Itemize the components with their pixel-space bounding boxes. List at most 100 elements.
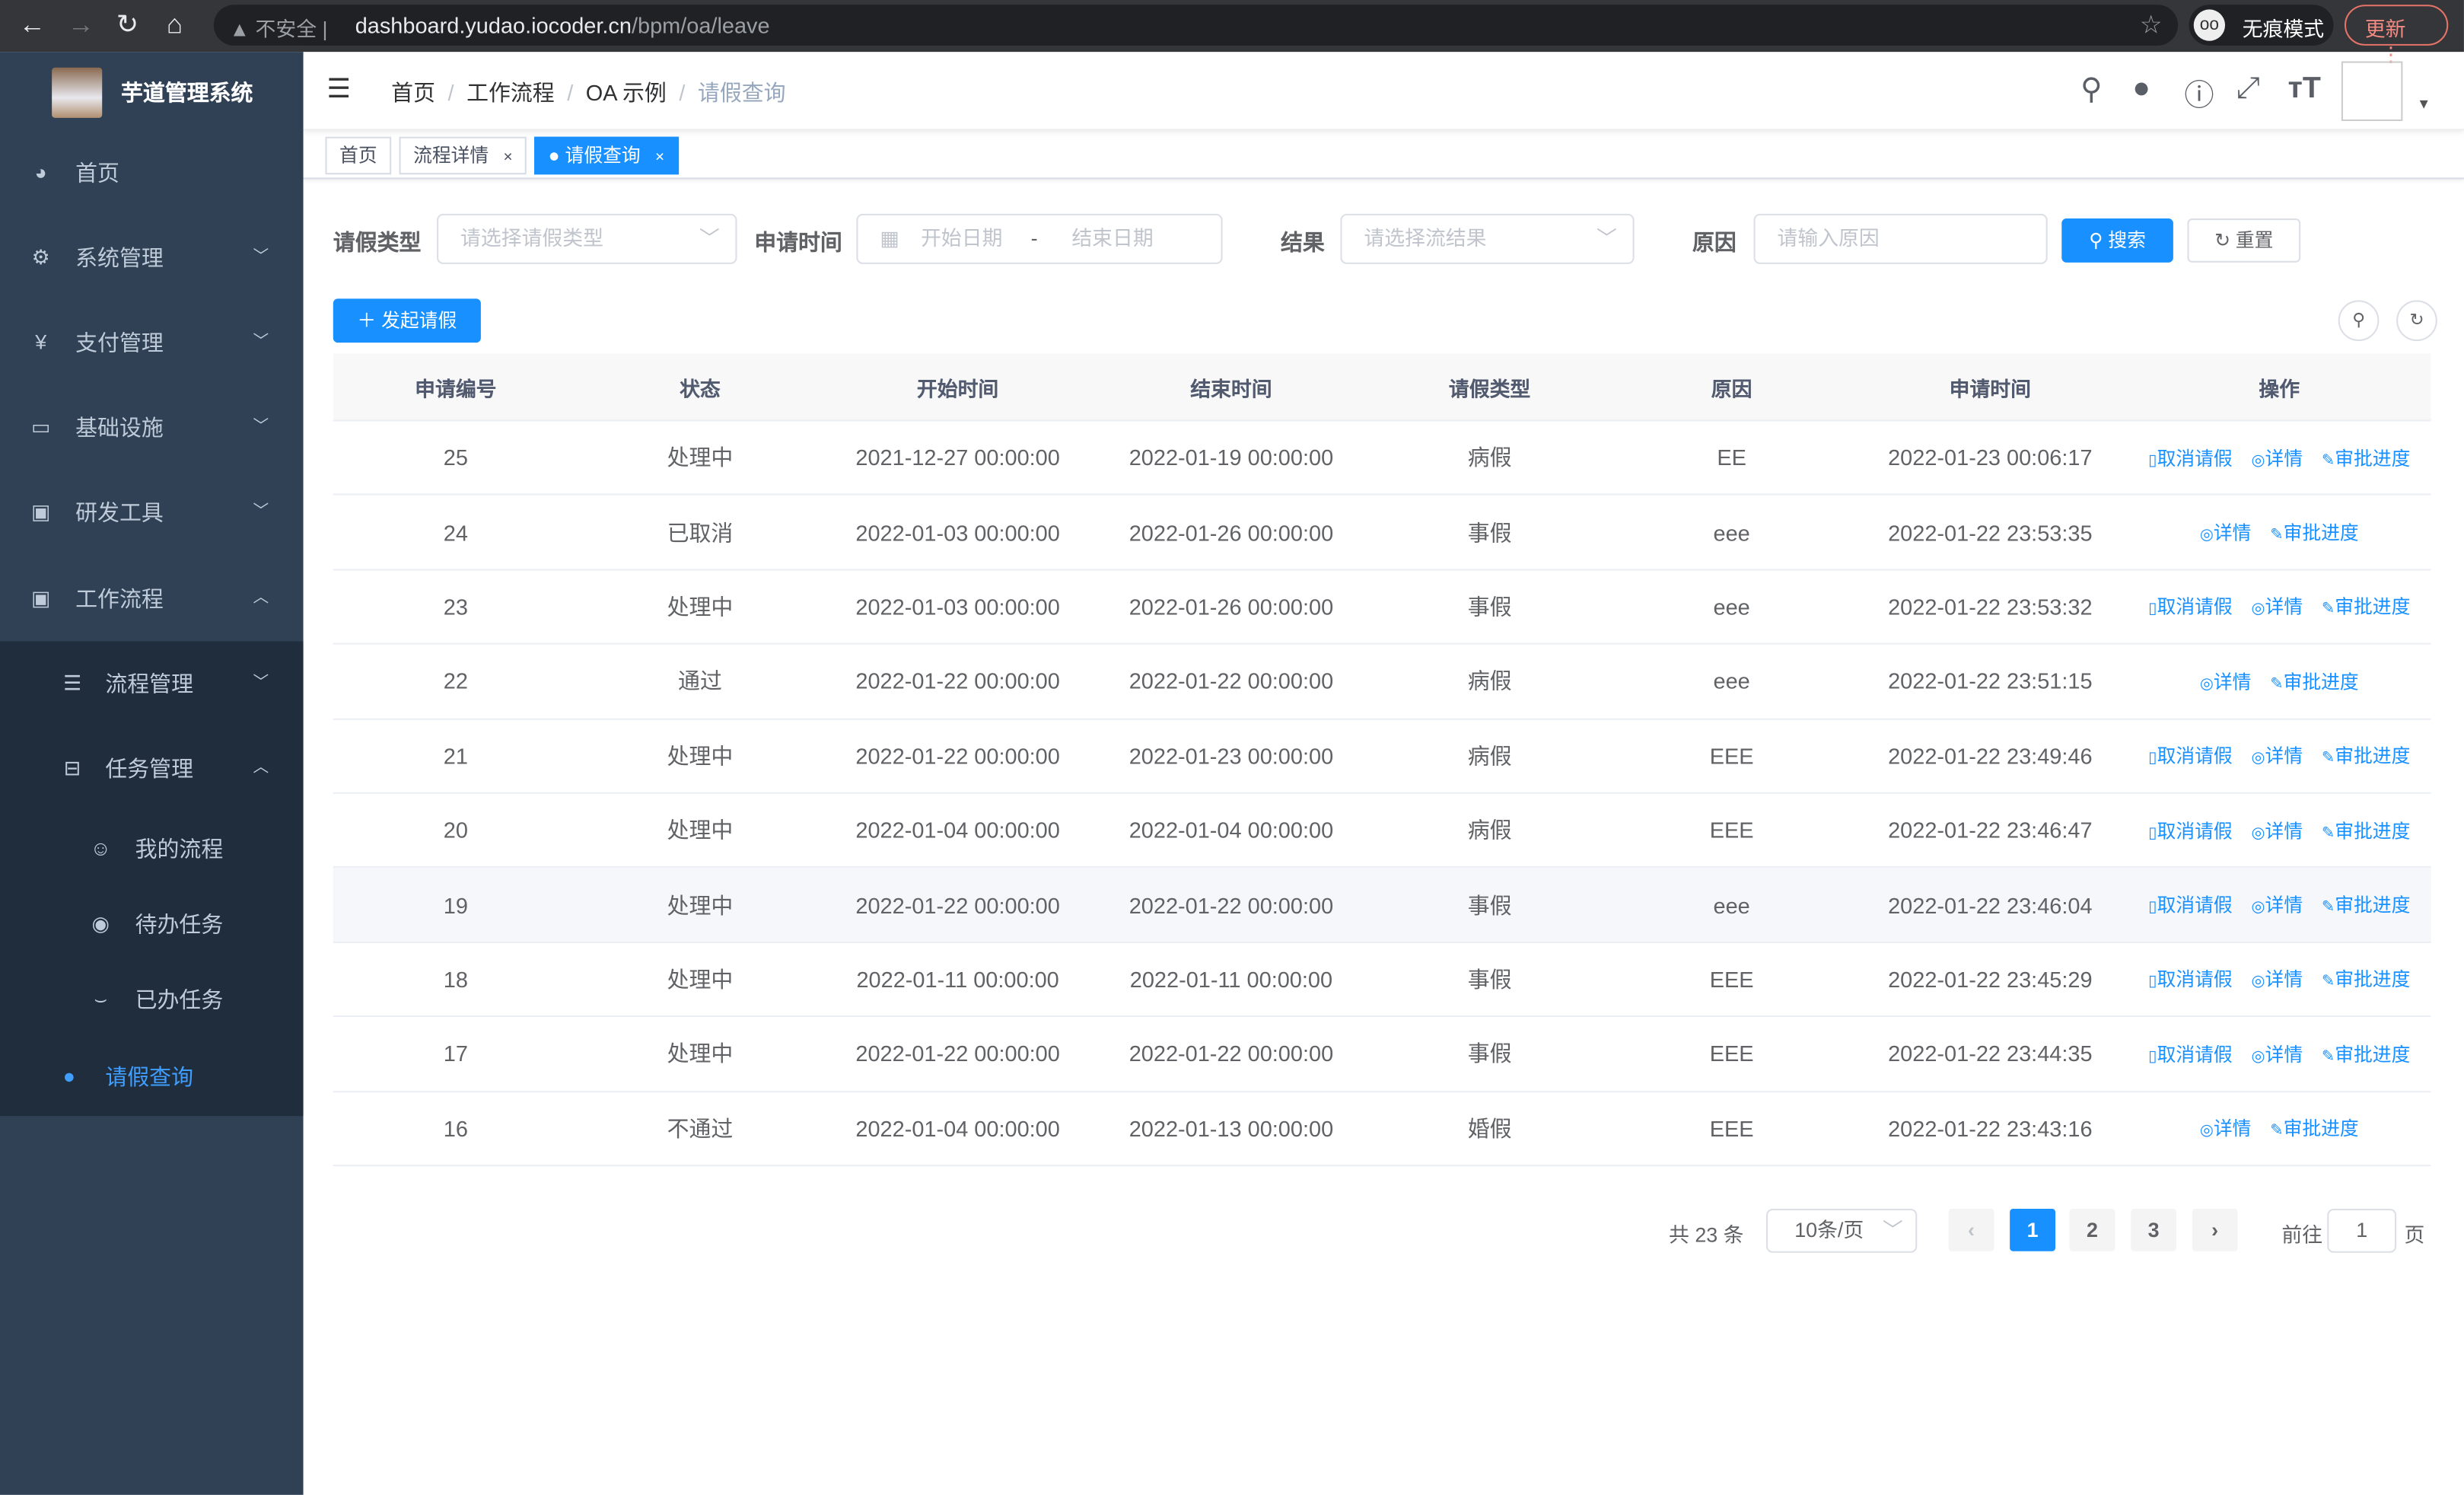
action-detail-link[interactable]: ◎详情 (2251, 1041, 2303, 1067)
breadcrumb-current: 请假查询 (697, 80, 786, 106)
leave-type-select[interactable]: 请选择请假类型 ﹀ (437, 213, 737, 264)
action-progress-link[interactable]: ✎审批进度 (2322, 742, 2410, 769)
sidebar-item-todo[interactable]: ◉ 待办任务 (0, 887, 304, 962)
actions-cell: ▯取消请假 ◎详情 ✎审批进度 (2128, 794, 2431, 867)
action-cancel-link[interactable]: ▯取消请假 (2148, 891, 2233, 918)
reason-input[interactable]: 请输入原因 (1753, 213, 2048, 264)
result-select[interactable]: 请选择流结果 ﹀ (1340, 213, 1635, 264)
breadcrumb-item[interactable]: OA 示例 (585, 80, 667, 106)
refresh-button[interactable]: ↻ (2396, 300, 2437, 342)
action-detail-link[interactable]: ◎详情 (2251, 742, 2303, 769)
action-progress-link[interactable]: ✎审批进度 (2270, 1115, 2358, 1142)
add-leave-button[interactable]: ＋ 发起请假 (333, 298, 481, 343)
search-button[interactable]: ⚲ 搜索 (2061, 218, 2173, 263)
sidebar-item-infra[interactable]: ▭ 基础设施 ﹀ (0, 385, 304, 470)
address-bar[interactable]: ▲ 不安全 | dashboard.yudao.iocoder.cn/bpm/o… (213, 5, 2179, 46)
update-button[interactable]: 更新 ⋮ (2344, 5, 2449, 66)
action-cancel-link[interactable]: ▯取消请假 (2148, 445, 2233, 471)
label: 流程管理 (105, 671, 193, 696)
start-date-input[interactable]: 开始日期 (921, 226, 1003, 250)
reset-button[interactable]: ↻ 重置 (2187, 218, 2301, 263)
back-icon[interactable]: ← (18, 9, 46, 40)
action-cancel-link[interactable]: ▯取消请假 (2148, 593, 2233, 620)
sidebar-item-workflow[interactable]: ▣ 工作流程 ︿ (0, 556, 304, 642)
action-cancel-link[interactable]: ▯取消请假 (2148, 1041, 2233, 1067)
home-icon[interactable]: ⌂ (166, 9, 183, 40)
action-label: 详情 (2213, 1117, 2252, 1140)
close-icon[interactable]: × (503, 149, 513, 167)
label: 支付管理 (75, 330, 164, 355)
table-row: 17 处理中 2022-01-22 00:00:00 2022-01-22 00:00… (333, 1017, 2431, 1092)
table-cell: 16 (443, 1115, 468, 1141)
eye-icon: ◎ (2251, 1047, 2265, 1066)
action-label: 审批进度 (2335, 1043, 2411, 1066)
table-row: 21 处理中 2022-01-22 00:00:00 2022-01-23 00:00… (333, 719, 2431, 794)
table-cell: 2022-01-22 23:46:47 (1888, 818, 2093, 843)
action-detail-link[interactable]: ◎详情 (2251, 445, 2303, 471)
help-icon[interactable]: ⓘ (2184, 80, 2214, 113)
table-cell: 2022-01-22 23:53:32 (1888, 594, 2093, 620)
prev-page-button[interactable]: ‹ (1948, 1208, 1994, 1251)
action-detail-link[interactable]: ◎详情 (2200, 519, 2252, 546)
table-row: 22 通过 2022-01-22 00:00:00 2022-01-22 00:00:… (333, 645, 2431, 719)
avatar[interactable] (2341, 61, 2403, 122)
close-icon[interactable]: × (655, 149, 665, 167)
action-progress-link[interactable]: ✎审批进度 (2322, 817, 2410, 843)
action-detail-link[interactable]: ◎详情 (2251, 891, 2303, 918)
sidebar-item-done[interactable]: ⌣ 已办任务 (0, 962, 304, 1038)
reload-icon[interactable]: ↻ (116, 9, 139, 40)
search-icon[interactable]: ⚲ (2080, 74, 2103, 107)
action-progress-link[interactable]: ✎审批进度 (2270, 668, 2358, 694)
page-size-select[interactable]: 10条/页 ﹀ (1766, 1208, 1918, 1253)
date-range-picker[interactable]: ▦ 开始日期 - 结束日期 (856, 213, 1223, 264)
toolbox-icon: ▣ (30, 499, 51, 524)
action-progress-link[interactable]: ✎审批进度 (2322, 891, 2410, 918)
toggle-search-button[interactable]: ⚲ (2338, 300, 2380, 342)
tag-process-detail[interactable]: 流程详情 × (399, 136, 527, 175)
page-2-button[interactable]: 2 (2069, 1208, 2115, 1251)
page-3-button[interactable]: 3 (2131, 1208, 2177, 1251)
action-detail-link[interactable]: ◎详情 (2200, 1115, 2252, 1142)
page-1-button[interactable]: 1 (2010, 1208, 2056, 1251)
incognito-badge[interactable]: oo 无痕模式 (2189, 5, 2334, 46)
app-title: 芋道管理系统 (121, 80, 253, 106)
chevron-up-icon: ︿ (253, 589, 269, 607)
sidebar-item-devtools[interactable]: ▣ 研发工具 ﹀ (0, 470, 304, 555)
logo (52, 67, 103, 118)
fullscreen-icon[interactable]: ⤢ (2236, 72, 2260, 106)
action-progress-link[interactable]: ✎审批进度 (2322, 966, 2410, 993)
tag-leave-query[interactable]: ● 请假查询 × (534, 136, 679, 175)
tag-home[interactable]: 首页 (325, 136, 392, 175)
action-cancel-link[interactable]: ▯取消请假 (2148, 966, 2233, 993)
sidebar-item-task-manage[interactable]: ⊟ 任务管理 ︿ (0, 726, 304, 811)
action-cancel-link[interactable]: ▯取消请假 (2148, 742, 2233, 769)
action-detail-link[interactable]: ◎详情 (2251, 593, 2303, 620)
sidebar-item-my-process[interactable]: ☺ 我的流程 (0, 811, 304, 887)
action-progress-link[interactable]: ✎审批进度 (2322, 593, 2410, 620)
breadcrumb-item[interactable]: 工作流程 (466, 80, 555, 106)
action-cancel-link[interactable]: ▯取消请假 (2148, 817, 2233, 843)
forward-icon[interactable]: → (67, 9, 94, 40)
action-detail-link[interactable]: ◎详情 (2251, 966, 2303, 993)
sidebar-item-leave[interactable]: ● 请假查询 (0, 1038, 304, 1116)
action-detail-link[interactable]: ◎详情 (2251, 817, 2303, 843)
bookmark-star-icon[interactable]: ☆ (2139, 12, 2163, 40)
action-progress-link[interactable]: ✎审批进度 (2322, 445, 2410, 471)
end-date-input[interactable]: 结束日期 (1071, 226, 1154, 250)
hamburger-icon[interactable]: ☰ (326, 74, 352, 104)
github-icon[interactable]: ● (2132, 72, 2150, 106)
sidebar-item-system[interactable]: ⚙ 系统管理 ﹀ (0, 215, 304, 301)
breadcrumb-item[interactable]: 首页 (391, 80, 436, 106)
actions-cell: ▯取消请假 ◎详情 ✎审批进度 (2128, 1017, 2431, 1090)
action-detail-link[interactable]: ◎详情 (2200, 668, 2252, 694)
action-progress-link[interactable]: ✎审批进度 (2270, 519, 2358, 546)
goto-page-input[interactable]: 1 (2327, 1208, 2397, 1253)
sidebar-item-home[interactable]: ◕ 首页 (0, 130, 304, 215)
next-page-button[interactable]: › (2192, 1208, 2238, 1251)
font-size-icon[interactable]: тT (2287, 72, 2321, 106)
sidebar-item-pay[interactable]: ¥ 支付管理 ﹀ (0, 300, 304, 385)
yen-icon: ¥ (35, 330, 47, 354)
sidebar-item-process-manage[interactable]: ☰ 流程管理 ﹀ (0, 642, 304, 727)
action-progress-link[interactable]: ✎审批进度 (2322, 1041, 2410, 1067)
caret-down-icon[interactable]: ▼ (2416, 95, 2431, 112)
